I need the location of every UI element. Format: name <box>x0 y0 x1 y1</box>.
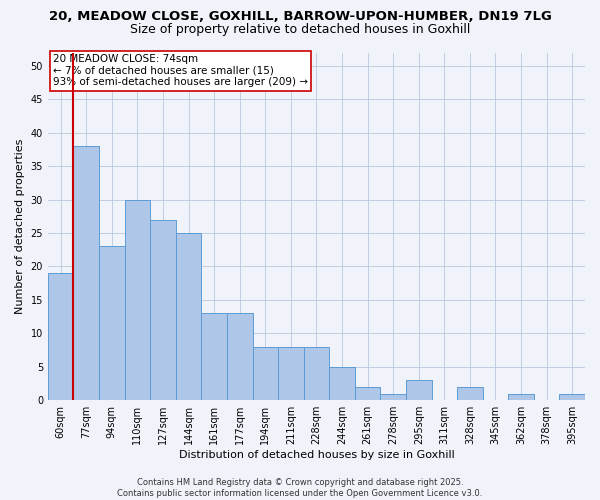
Bar <box>355 387 380 400</box>
Bar <box>406 380 431 400</box>
Bar <box>559 394 585 400</box>
Bar <box>227 314 253 400</box>
Text: 20, MEADOW CLOSE, GOXHILL, BARROW-UPON-HUMBER, DN19 7LG: 20, MEADOW CLOSE, GOXHILL, BARROW-UPON-H… <box>49 10 551 23</box>
Bar <box>380 394 406 400</box>
Bar <box>150 220 176 400</box>
Bar <box>73 146 99 400</box>
Bar <box>329 367 355 400</box>
Bar <box>304 346 329 400</box>
Bar <box>457 387 482 400</box>
Y-axis label: Number of detached properties: Number of detached properties <box>15 138 25 314</box>
Text: Contains HM Land Registry data © Crown copyright and database right 2025.
Contai: Contains HM Land Registry data © Crown c… <box>118 478 482 498</box>
Bar <box>125 200 150 400</box>
Bar <box>253 346 278 400</box>
Bar <box>278 346 304 400</box>
Bar <box>99 246 125 400</box>
Text: Size of property relative to detached houses in Goxhill: Size of property relative to detached ho… <box>130 22 470 36</box>
Text: 20 MEADOW CLOSE: 74sqm
← 7% of detached houses are smaller (15)
93% of semi-deta: 20 MEADOW CLOSE: 74sqm ← 7% of detached … <box>53 54 308 88</box>
Bar <box>202 314 227 400</box>
Bar <box>508 394 534 400</box>
X-axis label: Distribution of detached houses by size in Goxhill: Distribution of detached houses by size … <box>179 450 454 460</box>
Bar <box>176 233 202 400</box>
Bar <box>48 273 73 400</box>
